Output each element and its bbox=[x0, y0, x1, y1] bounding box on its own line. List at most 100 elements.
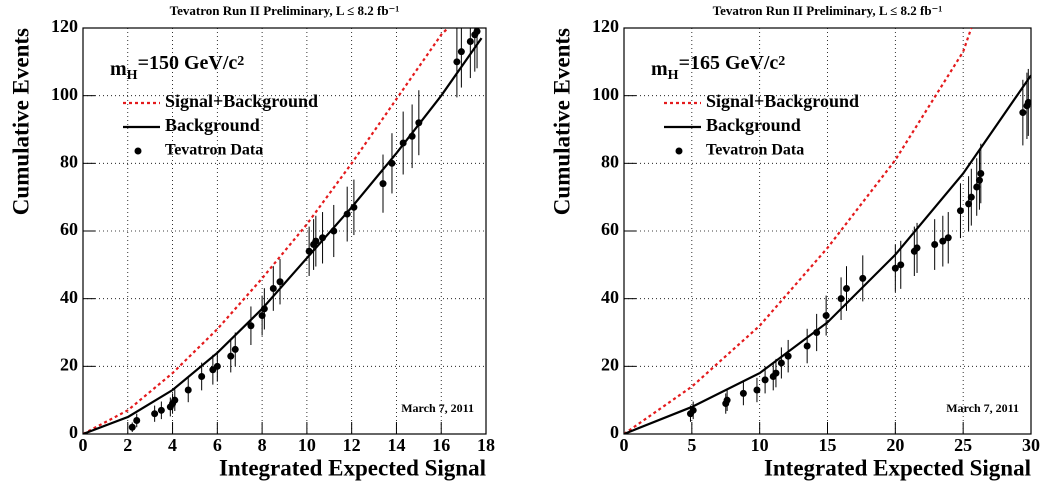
data-point bbox=[388, 159, 396, 167]
data-point bbox=[408, 132, 416, 140]
y-tick-label: 100 bbox=[592, 84, 619, 104]
y-tick-label: 0 bbox=[69, 422, 78, 442]
data-point bbox=[1024, 98, 1031, 106]
data-point bbox=[184, 386, 192, 394]
y-tick-label: 80 bbox=[601, 151, 619, 171]
data-point bbox=[198, 372, 206, 380]
data-point bbox=[473, 28, 481, 35]
x-tick-label: 6 bbox=[213, 435, 222, 455]
data-point bbox=[931, 241, 939, 249]
series-line bbox=[83, 28, 449, 434]
legend-label: Signal+Background bbox=[706, 91, 859, 111]
data-point bbox=[913, 244, 921, 252]
annotation-part: m bbox=[651, 58, 668, 80]
x-tick-label: 8 bbox=[258, 435, 267, 455]
x-tick-label: 0 bbox=[79, 435, 88, 455]
x-tick-label: 10 bbox=[751, 435, 769, 455]
y-tick-label: 60 bbox=[60, 219, 78, 239]
x-tick-label: 30 bbox=[1022, 435, 1040, 455]
x-axis-label: Integrated Expected Signal bbox=[764, 455, 1031, 480]
data-point bbox=[231, 345, 239, 353]
annotation-part: 2 bbox=[237, 54, 244, 69]
y-tick-label: 120 bbox=[592, 16, 619, 36]
data-point bbox=[399, 139, 407, 147]
y-tick-label: 40 bbox=[60, 287, 78, 307]
y-axis-label: Cumulative Events bbox=[8, 28, 33, 215]
x-tick-label: 2 bbox=[123, 435, 132, 455]
annotation-part: H bbox=[127, 68, 138, 83]
data-point bbox=[260, 305, 268, 313]
data-point bbox=[379, 180, 387, 188]
data-point bbox=[739, 389, 747, 397]
data-point bbox=[761, 376, 769, 384]
data-point bbox=[227, 352, 235, 360]
data-point bbox=[977, 169, 985, 177]
x-tick-label: 4 bbox=[168, 435, 177, 455]
data-point bbox=[891, 264, 899, 272]
data-point bbox=[319, 234, 327, 242]
x-axis-label: Integrated Expected Signal bbox=[219, 455, 486, 480]
data-point bbox=[247, 322, 255, 330]
y-tick-label: 20 bbox=[601, 354, 619, 374]
x-tick-label: 14 bbox=[387, 435, 405, 455]
annotation-part: =165 GeV/c bbox=[679, 52, 779, 74]
x-tick-label: 25 bbox=[954, 435, 972, 455]
data-point bbox=[276, 278, 284, 286]
annotation-part: 2 bbox=[778, 54, 785, 69]
y-tick-label: 100 bbox=[51, 84, 78, 104]
annotation-part: m bbox=[110, 58, 127, 80]
data-point bbox=[453, 58, 461, 66]
y-tick-label: 120 bbox=[51, 16, 78, 36]
y-axis-label: Cumulative Events bbox=[549, 28, 574, 215]
x-tick-label: 18 bbox=[477, 435, 495, 455]
data-point bbox=[213, 362, 221, 370]
series-line bbox=[624, 74, 1031, 434]
legend-label: Tevatron Data bbox=[165, 142, 263, 159]
data-point bbox=[457, 48, 465, 56]
data-point bbox=[777, 359, 785, 367]
plot-frame bbox=[623, 27, 1032, 435]
panel: Tevatron Run II Preliminary, L ≤ 8.2 fb⁻… bbox=[549, 3, 1040, 480]
data-point bbox=[343, 210, 351, 218]
series-line bbox=[624, 28, 973, 434]
annotation: mH=165 GeV/c2 bbox=[651, 52, 785, 84]
annotation-part: =150 GeV/c bbox=[138, 52, 238, 74]
data-point bbox=[723, 396, 731, 404]
x-tick-label: 5 bbox=[687, 435, 696, 455]
data-point bbox=[466, 38, 474, 46]
data-point bbox=[772, 369, 780, 377]
x-tick-label: 12 bbox=[343, 435, 361, 455]
date-note: March 7, 2011 bbox=[946, 401, 1019, 415]
legend-label: Signal+Background bbox=[165, 91, 318, 111]
data-point bbox=[975, 176, 983, 184]
annotation-part: H bbox=[668, 68, 679, 83]
data-point bbox=[415, 119, 423, 127]
annotation: mH=150 GeV/c2 bbox=[110, 52, 244, 84]
x-tick-label: 20 bbox=[886, 435, 904, 455]
data-point bbox=[842, 285, 850, 293]
y-tick-label: 20 bbox=[60, 354, 78, 374]
data-point bbox=[973, 183, 981, 191]
date-note: March 7, 2011 bbox=[401, 401, 474, 415]
y-tick-label: 0 bbox=[610, 422, 619, 442]
data-point bbox=[171, 396, 179, 404]
chart-title: Tevatron Run II Preliminary, L ≤ 8.2 fb⁻… bbox=[170, 3, 400, 18]
data-point bbox=[151, 410, 159, 418]
data-point bbox=[944, 234, 952, 242]
legend-marker bbox=[675, 147, 683, 155]
data-point bbox=[312, 237, 320, 245]
data-point bbox=[305, 247, 313, 255]
data-point bbox=[965, 200, 973, 208]
legend-label: Background bbox=[706, 115, 801, 135]
data-point bbox=[157, 406, 165, 414]
x-tick-label: 0 bbox=[620, 435, 629, 455]
y-tick-label: 40 bbox=[601, 287, 619, 307]
y-tick-label: 80 bbox=[60, 151, 78, 171]
data-point bbox=[128, 423, 136, 431]
x-tick-label: 16 bbox=[432, 435, 450, 455]
data-point bbox=[859, 274, 867, 282]
data-point bbox=[956, 207, 964, 215]
legend-label: Tevatron Data bbox=[706, 142, 804, 159]
data-point bbox=[813, 329, 821, 336]
